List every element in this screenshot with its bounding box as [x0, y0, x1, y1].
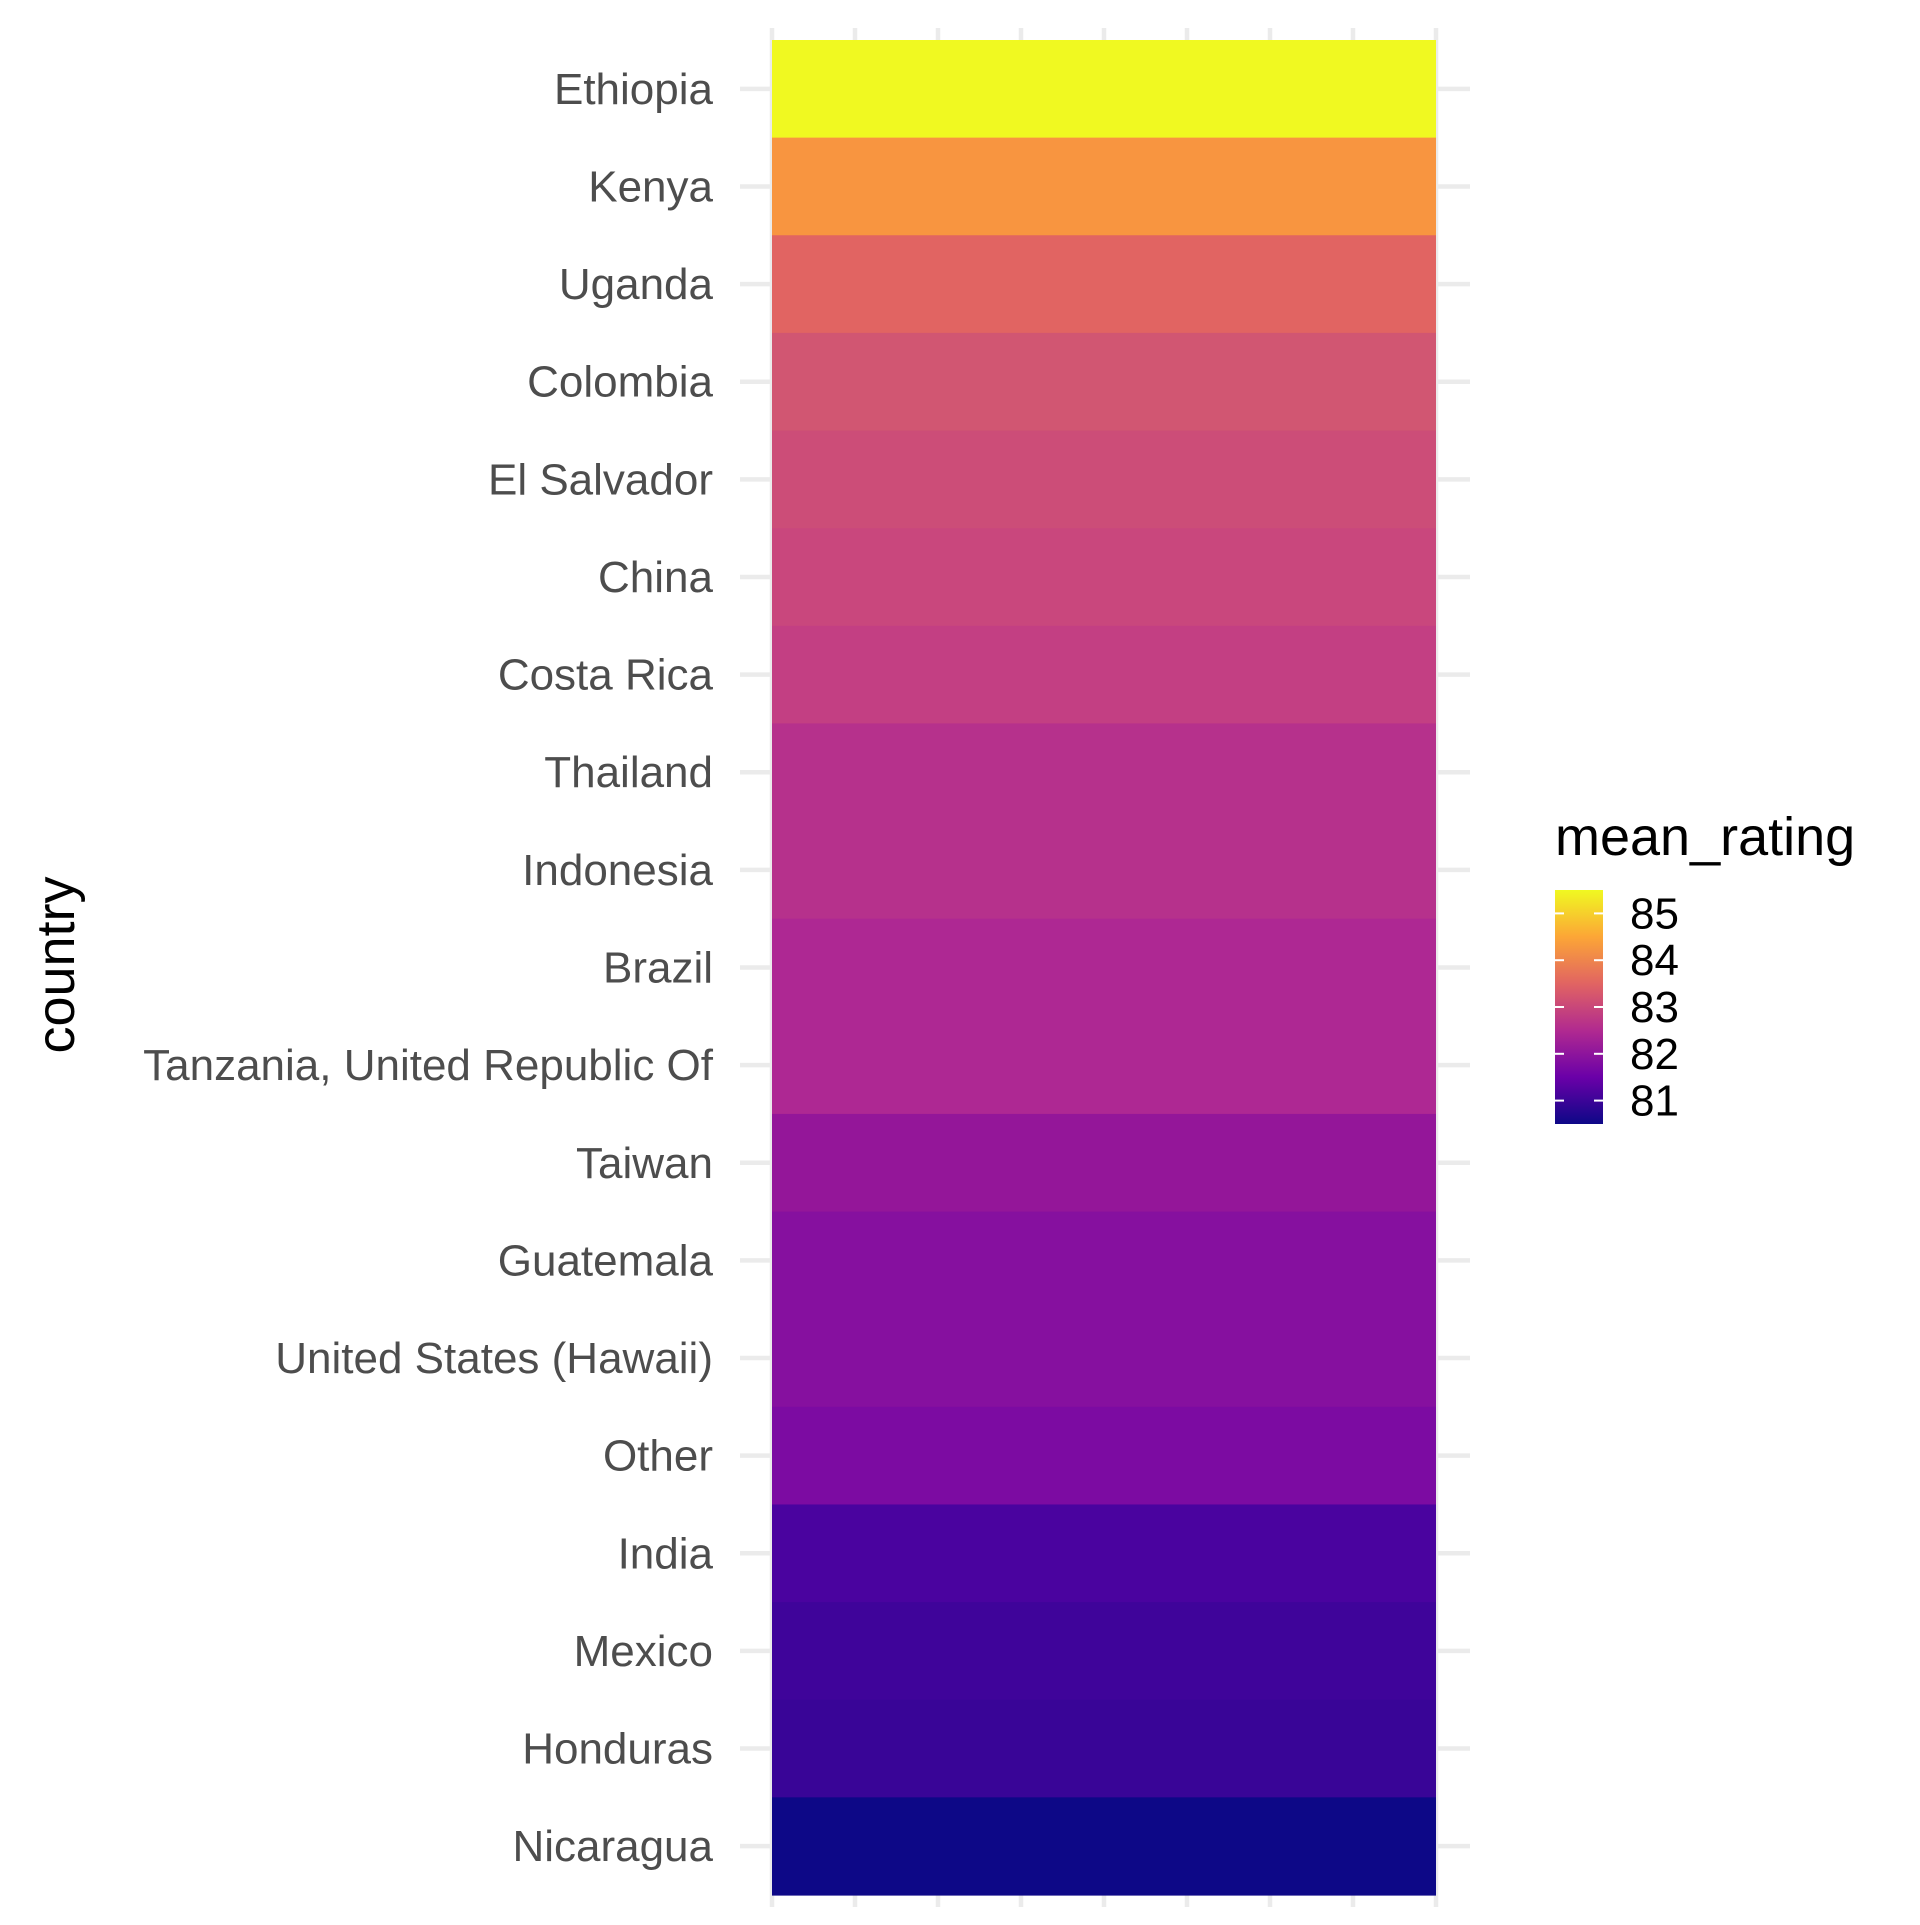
heatmap-tile: [772, 821, 1436, 920]
legend-title: mean_rating: [1555, 807, 1855, 867]
legend-tick-label: 83: [1630, 983, 1679, 1032]
heatmap-tile: [772, 1699, 1436, 1798]
y-tick-label: Uganda: [559, 260, 714, 309]
heatmap-tile: [772, 235, 1436, 334]
y-tick-label: Ethiopia: [554, 65, 714, 114]
y-tick-label: Honduras: [522, 1725, 713, 1774]
legend-tick-label: 84: [1630, 936, 1679, 985]
y-tick-label: Mexico: [574, 1627, 713, 1676]
y-tick-label: Indonesia: [522, 846, 713, 895]
heatmap-tile: [772, 918, 1436, 1017]
y-tick-label: Thailand: [544, 748, 713, 797]
heatmap-tile: [772, 1406, 1436, 1506]
heatmap-tile: [772, 1113, 1436, 1213]
heatmap-tile: [772, 137, 1436, 236]
heatmap-tile: [772, 625, 1436, 725]
y-tick-label: Colombia: [527, 358, 713, 407]
y-tick-label: Taiwan: [576, 1139, 713, 1188]
y-tick-label: Kenya: [588, 162, 713, 211]
y-tick-label: Guatemala: [498, 1236, 714, 1285]
heatmap-tile: [772, 430, 1436, 529]
y-axis-title: country: [26, 876, 86, 1053]
heatmap-tile: [772, 1504, 1436, 1603]
y-tick-label: Costa Rica: [498, 651, 714, 700]
heatmap-tile: [772, 723, 1436, 822]
heatmap-tile: [772, 40, 1436, 139]
y-tick-label: Brazil: [603, 944, 713, 993]
y-tick-label: Tanzania, United Republic Of: [143, 1041, 714, 1090]
y-tick-label: Other: [603, 1432, 713, 1481]
y-tick-label: India: [618, 1529, 714, 1578]
y-tick-labels: Ethiopia Kenya Uganda Colombia El Salvador Ch…: [143, 65, 714, 1871]
legend-tick-label: 85: [1630, 889, 1679, 938]
y-tick-label: China: [598, 553, 713, 602]
heatmap-tile: [772, 1797, 1436, 1896]
y-tick-label: United States (Hawaii): [275, 1334, 713, 1383]
y-tick-label: El Salvador: [488, 455, 713, 504]
heatmap-tile: [772, 1309, 1436, 1408]
y-tick-label: Nicaragua: [512, 1822, 713, 1871]
heatmap-tile: [772, 1016, 1436, 1115]
legend-tick-label: 81: [1630, 1077, 1679, 1126]
heatmap-tile: [772, 1211, 1436, 1310]
legend-tick-label: 82: [1630, 1030, 1679, 1079]
heatmap-tile: [772, 1602, 1436, 1701]
tile-layer: [772, 40, 1436, 1896]
heatmap-tile: [772, 332, 1436, 432]
heatmap-tile: [772, 528, 1436, 627]
